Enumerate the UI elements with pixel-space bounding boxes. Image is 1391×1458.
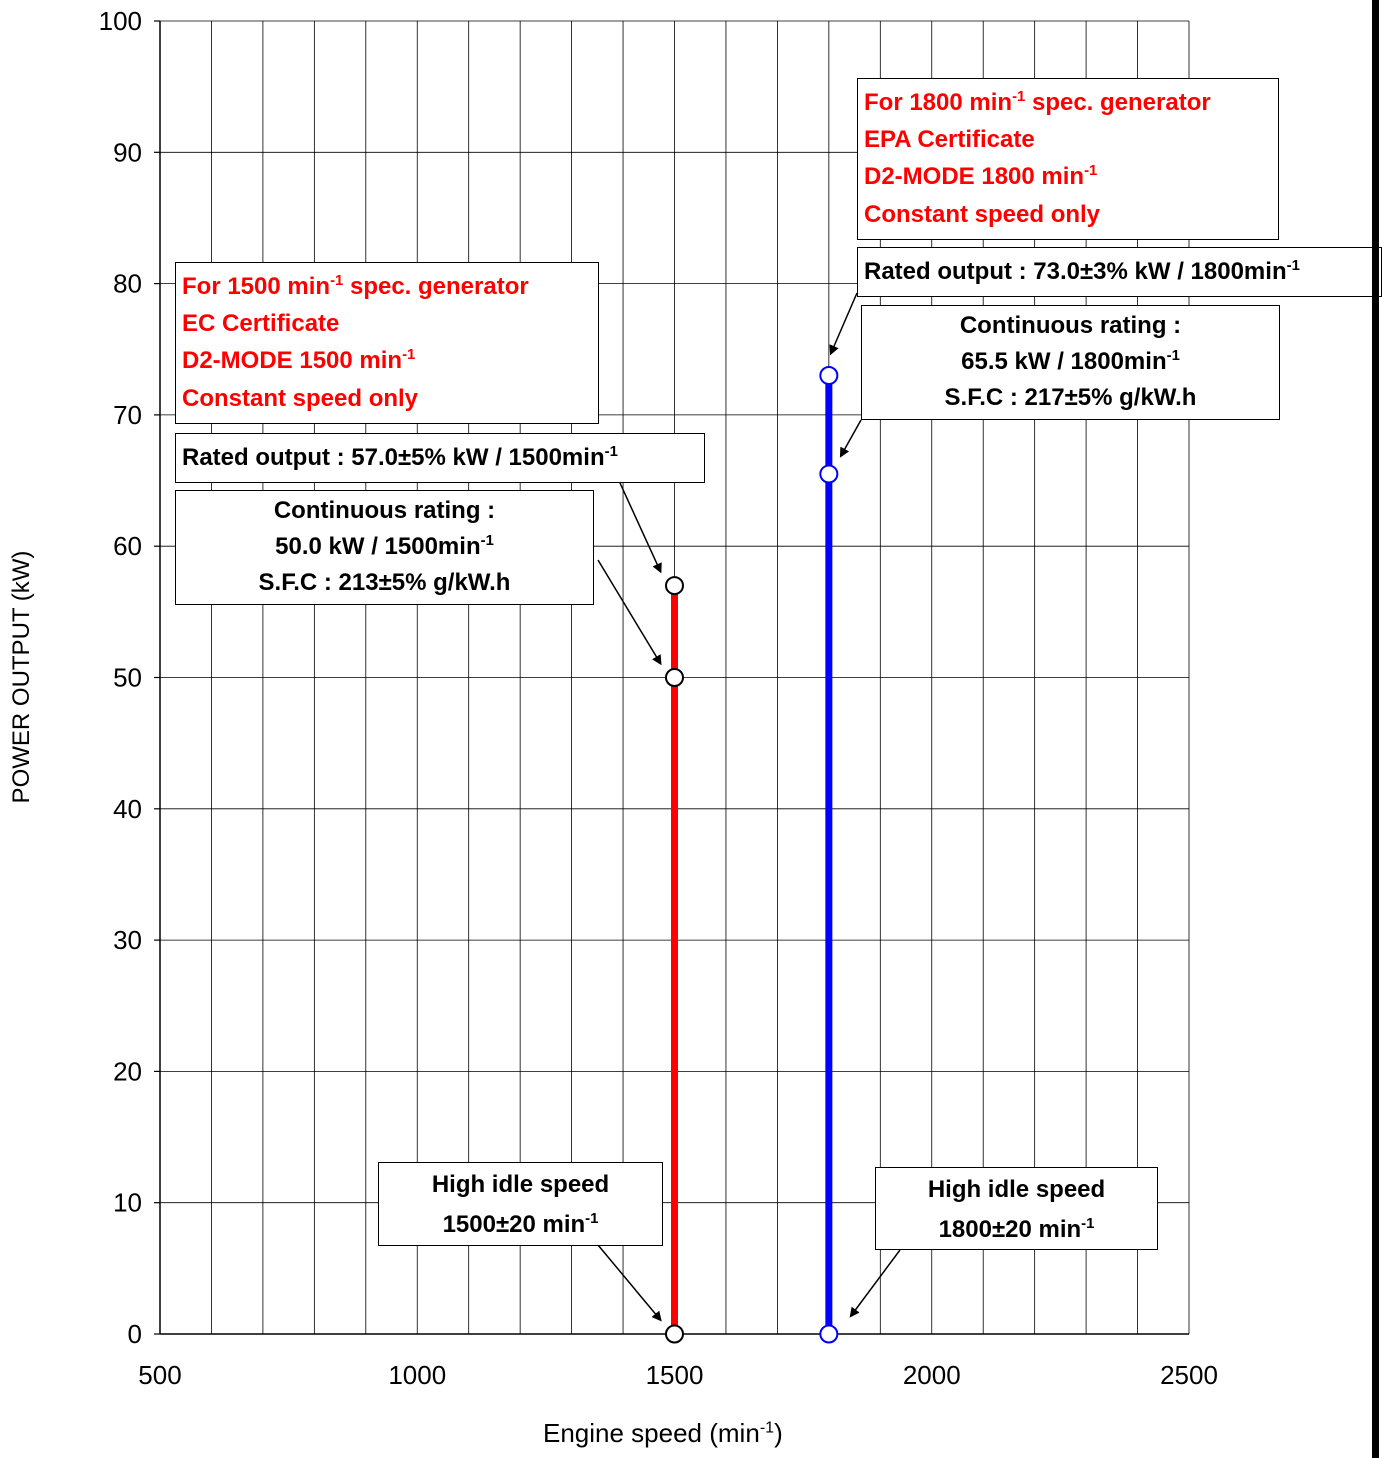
- y-tick-label: 90: [113, 137, 142, 167]
- x-axis-title-sup: -1: [759, 1418, 775, 1437]
- series-lines: [671, 375, 833, 1334]
- rated-1800-box: Rated output : 73.0±3% kW / 1800min-1: [857, 247, 1382, 297]
- continuous-1800-line2: 65.5 kW / 1800min-1: [961, 348, 1180, 375]
- arrow-idle-1800: [849, 1249, 901, 1318]
- spec-1800-line4: Constant speed only: [864, 200, 1101, 228]
- arrow-continuous-1500: [597, 559, 662, 666]
- spec-1500-line1: For 1500 min-1 spec. generator: [182, 273, 529, 300]
- y-tick-label: 70: [113, 400, 142, 430]
- continuous-1800-line1: Continuous rating :: [959, 312, 1182, 339]
- data-point: [819, 1324, 839, 1344]
- x-axis-title-text: Engine speed (min: [543, 1418, 760, 1448]
- x-tick-label: 2000: [903, 1360, 961, 1390]
- rated-1500-text: Rated output : 57.0±5% kW / 1500min: [182, 444, 605, 471]
- spec-1800-line3: D2-MODE 1800 min-1: [864, 163, 1098, 191]
- x-tick-label: 2500: [1160, 1360, 1218, 1390]
- y-tick-label: 40: [113, 794, 142, 824]
- data-point: [665, 576, 684, 596]
- spec-1800-line2: EPA Certificate: [864, 126, 1035, 154]
- y-tick-label: 50: [113, 663, 142, 693]
- x-axis-title: Engine speed (min-1): [543, 1418, 783, 1449]
- continuous-1500-line2: 50.0 kW / 1500min-1: [275, 533, 494, 560]
- rated-1500-box: Rated output : 57.0±5% kW / 1500min-1: [175, 433, 705, 483]
- idle-1500-box: High idle speed 1500±20 min-1: [378, 1162, 663, 1246]
- rated-1800-sup: -1: [1286, 258, 1300, 275]
- y-axis-title: POWER OUTPUT (kW): [8, 550, 35, 804]
- idle-1500-line2: 1500±20 min-1: [442, 1211, 599, 1238]
- annotation-arrows: [597, 292, 901, 1322]
- y-tick-label: 20: [113, 1056, 142, 1086]
- y-tick-label: 60: [113, 531, 142, 561]
- spec-1500-line3: D2-MODE 1500 min-1: [182, 347, 416, 375]
- arrow-rated-1500: [619, 482, 662, 574]
- data-point: [665, 668, 684, 687]
- right-edge-bar: [1372, 0, 1379, 1458]
- data-point: [819, 366, 839, 386]
- tick-labels: 0 10 20 30 40 50 60 70 80 90 100 500 1000 1500 2000 250…: [99, 6, 1218, 1390]
- y-tick-label: 100: [99, 6, 142, 36]
- data-point: [819, 464, 839, 484]
- idle-1800-line1: High idle speed: [927, 1176, 1106, 1203]
- data-point: [665, 1324, 684, 1344]
- spec-1500-line2: EC Certificate: [182, 310, 340, 338]
- x-tick-label: 1500: [646, 1360, 704, 1390]
- x-tick-label: 1000: [388, 1360, 446, 1390]
- continuous-1500-line1: Continuous rating :: [273, 497, 496, 524]
- rated-1500-sup: -1: [604, 444, 618, 461]
- data-points: [665, 366, 839, 1344]
- idle-1800-line2: 1800±20 min-1: [938, 1216, 1095, 1243]
- spec-1500-box: For 1500 min-1 spec. generator EC Certif…: [175, 262, 599, 424]
- continuous-1800-line3: S.F.C : 217±5% g/kW.h: [944, 384, 1197, 411]
- spec-1800-box: For 1800 min-1 spec. generator EPA Certi…: [857, 78, 1279, 240]
- continuous-1500-line3: S.F.C : 213±5% g/kW.h: [258, 569, 511, 596]
- idle-1800-box: High idle speed 1800±20 min-1: [875, 1167, 1158, 1250]
- y-tick-label: 10: [113, 1188, 142, 1218]
- arrow-idle-1500: [597, 1244, 662, 1322]
- continuous-1800-box: Continuous rating : 65.5 kW / 1800min-1 …: [861, 305, 1280, 420]
- arrow-rated-1800: [829, 292, 858, 356]
- rated-1800-text: Rated output : 73.0±3% kW / 1800min: [864, 258, 1287, 285]
- y-tick-label: 80: [113, 269, 142, 299]
- y-tick-label: 0: [128, 1319, 142, 1349]
- idle-1500-line1: High idle speed: [431, 1171, 610, 1198]
- spec-1500-line4: Constant speed only: [182, 384, 419, 412]
- y-tick-label: 30: [113, 925, 142, 955]
- x-axis-title-tail: ): [774, 1418, 783, 1448]
- spec-1800-line1: For 1800 min-1 spec. generator: [864, 89, 1211, 116]
- continuous-1500-box: Continuous rating : 50.0 kW / 1500min-1 …: [175, 490, 594, 605]
- x-tick-label: 500: [138, 1360, 181, 1390]
- arrow-continuous-1800: [839, 419, 862, 458]
